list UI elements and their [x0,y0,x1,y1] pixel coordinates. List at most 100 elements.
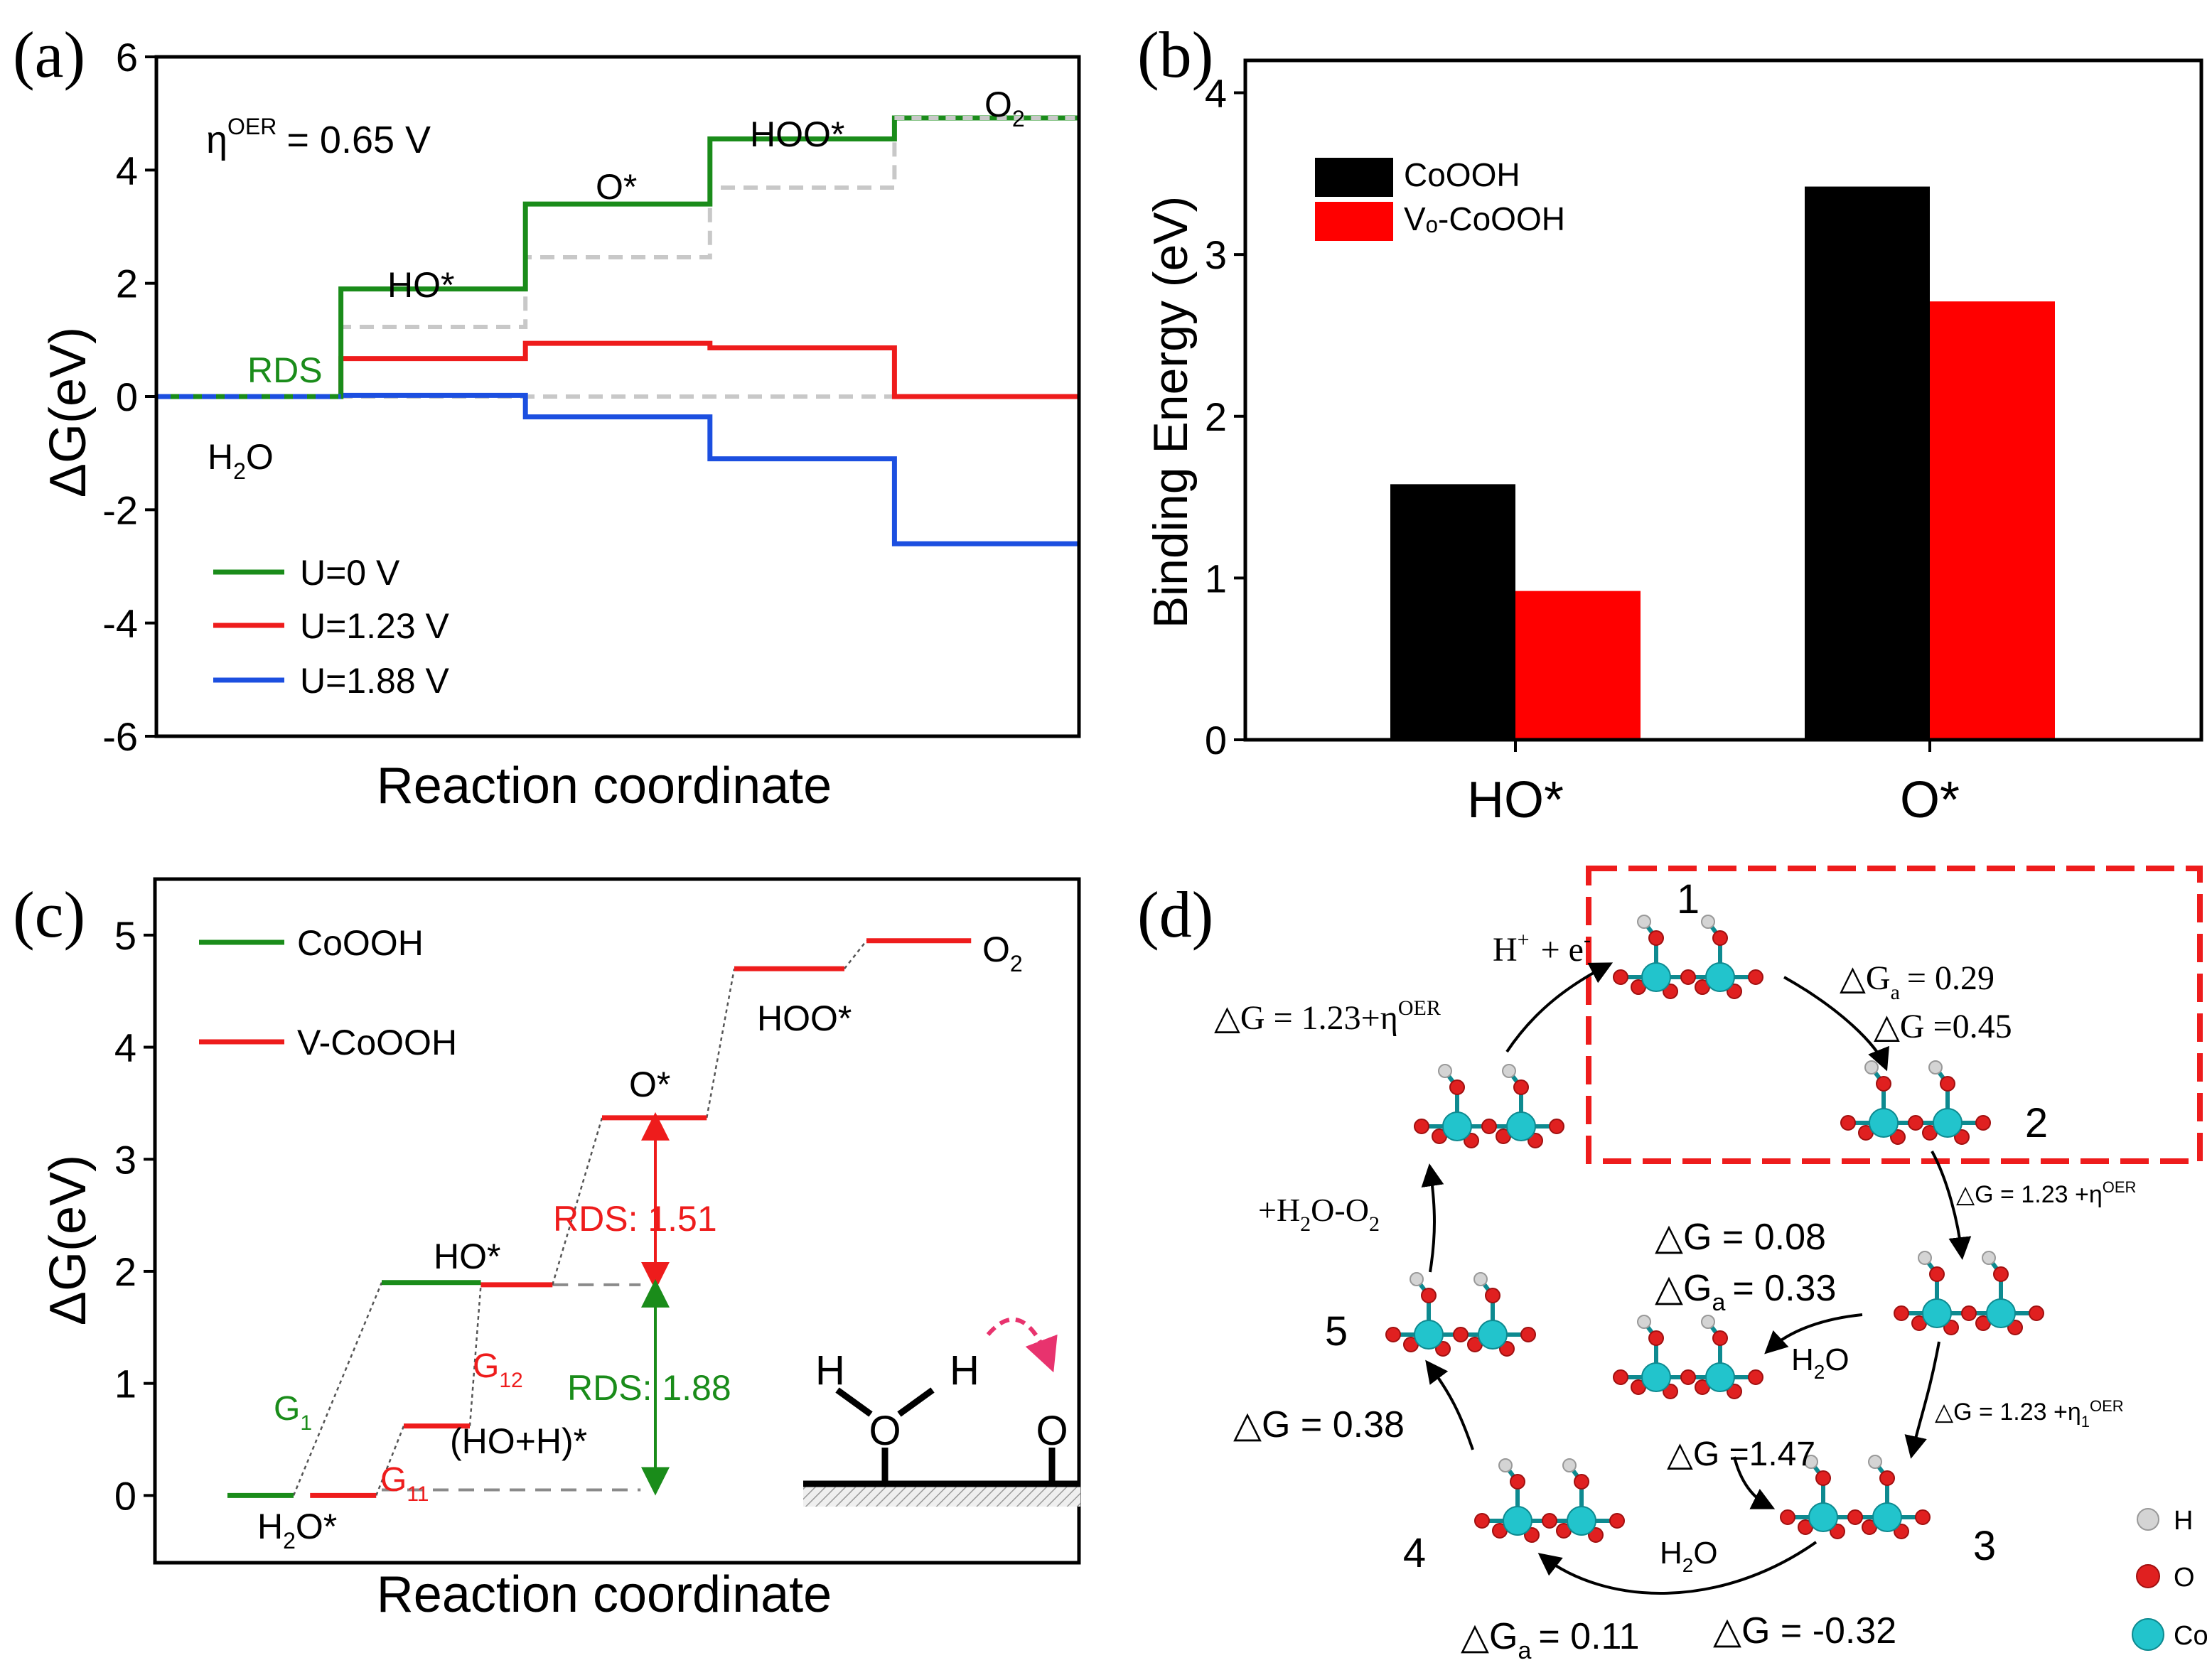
panel-a-legend: U=0 V U=1.23 V U=1.88 V [213,553,450,701]
panel-d-arrow-side-h2o [1764,1313,1863,1354]
panel-c-g11-label: G11 [380,1461,429,1506]
panel-a: (a) -6 -4 -2 0 2 4 6 Reaction coordinate ΔG(eV… [13,18,1081,814]
panel-d-arrow-side-147 [1733,1456,1776,1509]
oxygen-atom-icon [1840,1115,1856,1131]
panel-c-y-tick-label: 2 [114,1249,136,1294]
panel-c-y-axis-label: ΔG(eV) [40,1155,97,1325]
panel-d-ga-029: △Ga = 0.29 [1840,959,1994,1004]
panel-c-levels [227,938,972,1498]
oxygen-atom-icon [2007,1320,2023,1335]
panel-d-arrow-5-x [1421,1163,1444,1273]
panel-d-legend-co: Co [2174,1621,2208,1651]
oxygen-atom-icon [1464,1133,1479,1148]
panel-d-highlight-box [1586,866,2203,1164]
oxygen-atom-icon [1940,1076,1955,1092]
hydrogen-atom-icon [1410,1272,1424,1286]
panel-a-eta: η [206,119,227,161]
panel-a-y-tick-label: -2 [102,488,138,532]
panel-d-state-1: 1 [1677,876,1700,922]
panel-c-inset-o-right: O [1036,1408,1068,1454]
hydrogen-atom-icon [1918,1251,1932,1265]
panel-d-state-5: 5 [1325,1308,1348,1354]
hydrogen-atom-icon [1864,1060,1879,1075]
hydrogen-atom-icon [1928,1060,1943,1075]
panel-c: (c) 0 1 2 3 4 5 Reaction coordinate ΔG(eV) Co… [13,877,1081,1623]
oxygen-atom-icon [1549,1119,1564,1134]
panel-b-bars [1390,186,2055,740]
panel-c-inset-o-left: O [869,1408,901,1454]
oxygen-atom-icon [1542,1513,1557,1529]
panel-b-legend-vo: Vₒ-CoOOH [1404,200,1565,237]
panel-d-molecule-5 [1385,1272,1536,1357]
oxygen-atom-icon [1421,1288,1437,1303]
panel-d-arrow-3-4 [1537,1541,1818,1595]
panel-a-plot-frame [154,55,1081,738]
oxygen-atom-icon [1929,1266,1945,1282]
oxygen-atom-icon [1481,1119,1497,1134]
panel-c-inset-surface [803,1484,1080,1507]
panel-c-y-tick-label: 3 [114,1137,136,1182]
panel-a-y-axis-label: ΔG(eV) [40,327,97,497]
panel-b-plot-frame [1243,58,2203,742]
panel-c-y-tick-label: 1 [114,1362,136,1406]
hydrogen-atom-icon [1498,1458,1513,1472]
panel-c-h2o-label: H2O* [257,1507,337,1553]
oxygen-atom-icon [1954,1129,1970,1145]
panel-c-inset-bond [897,1387,935,1417]
hydrogen-atom-icon [1637,915,1651,929]
panel-d-arrow-1-2 [1783,976,1889,1072]
oxygen-atom-icon [1474,1513,1490,1529]
panel-b-y-ticks: 0 1 2 3 4 [1205,71,1245,763]
oxygen-atom-icon [1414,1119,1429,1134]
panel-c-y-tick-label: 5 [114,913,136,958]
cobalt-atom-icon [1808,1502,1838,1532]
panel-c-x-axis-label: Reaction coordinate [377,1566,832,1623]
oxygen-atom-icon [1453,1327,1469,1342]
panel-c-hoh-label: (HO+H)* [450,1421,587,1461]
panel-c-plot-frame [153,877,1081,1565]
panel-d-atom-legend: H O Co [2132,1506,2208,1651]
panel-c-connector [468,1284,482,1426]
panel-b-category-o: O* [1900,772,1960,829]
cobalt-atom-icon [1986,1298,2016,1328]
panel-d-state-2: 2 [2025,1100,2048,1146]
oxygen-atom-icon [1680,969,1696,985]
panel-b: (b) 0 1 2 3 4 HO* O* Binding Energy (eV) CoO… [1137,18,2203,829]
panel-a-y-tick-label: 2 [116,262,138,306]
panel-d-arrow-2-step [1931,1151,1972,1260]
panel-a-eta-annotation: ηOER = 0.65 V [206,114,431,161]
panel-d-arrow-step-3 [1904,1341,1940,1459]
panel-d-letter: (d) [1137,878,1213,951]
panel-a-series-u-0-v [156,115,1079,399]
oxygen-atom-icon [1993,1266,2009,1282]
panel-a-y-tick-label: -4 [102,601,138,646]
panel-d-dg-neg032: △G = -0.32 [1713,1610,1896,1652]
hydrogen-atom-icon [1804,1455,1818,1469]
oxygen-atom-icon [1780,1509,1795,1525]
panel-b-bar-vo-coooh-ho [1515,591,1641,740]
panel-c-legend-vcoooh: V-CoOOH [297,1023,457,1062]
panel-d-molecule-side [1613,1315,1763,1399]
panel-b-y-tick-label: 3 [1205,232,1227,277]
panel-b-y-tick-label: 4 [1205,71,1227,116]
hydrogen-atom-icon [1701,1315,1715,1329]
oxygen-atom-icon [1748,969,1763,985]
panel-d-h2o-side: H2O [1791,1342,1849,1383]
cobalt-atom-icon [1478,1320,1508,1350]
panel-a-h2o-label: H2O [208,437,274,484]
oxygen-atom-icon [1915,1509,1931,1525]
oxygen-atom-icon [1613,969,1628,985]
cobalt-atom-icon [1567,1506,1596,1536]
oxygen-atom-icon [1449,1079,1465,1095]
oxygen-atom-icon [1513,1079,1529,1095]
hydrogen-atom-icon [1438,1064,1452,1078]
hydrogen-atom-icon [1473,1272,1488,1286]
panel-c-inset-bond [835,1387,873,1417]
oxygen-atom-icon [1894,1524,1909,1539]
panel-c-legend: CoOOH V-CoOOH [199,923,457,1062]
panel-c-inset: O H H O [803,1317,1080,1507]
panel-b-y-tick-label: 0 [1205,718,1227,763]
panel-d-state-4: 4 [1403,1530,1426,1576]
cobalt-atom-icon [1503,1506,1532,1536]
panel-d-arrow-4-5 [1425,1359,1474,1450]
